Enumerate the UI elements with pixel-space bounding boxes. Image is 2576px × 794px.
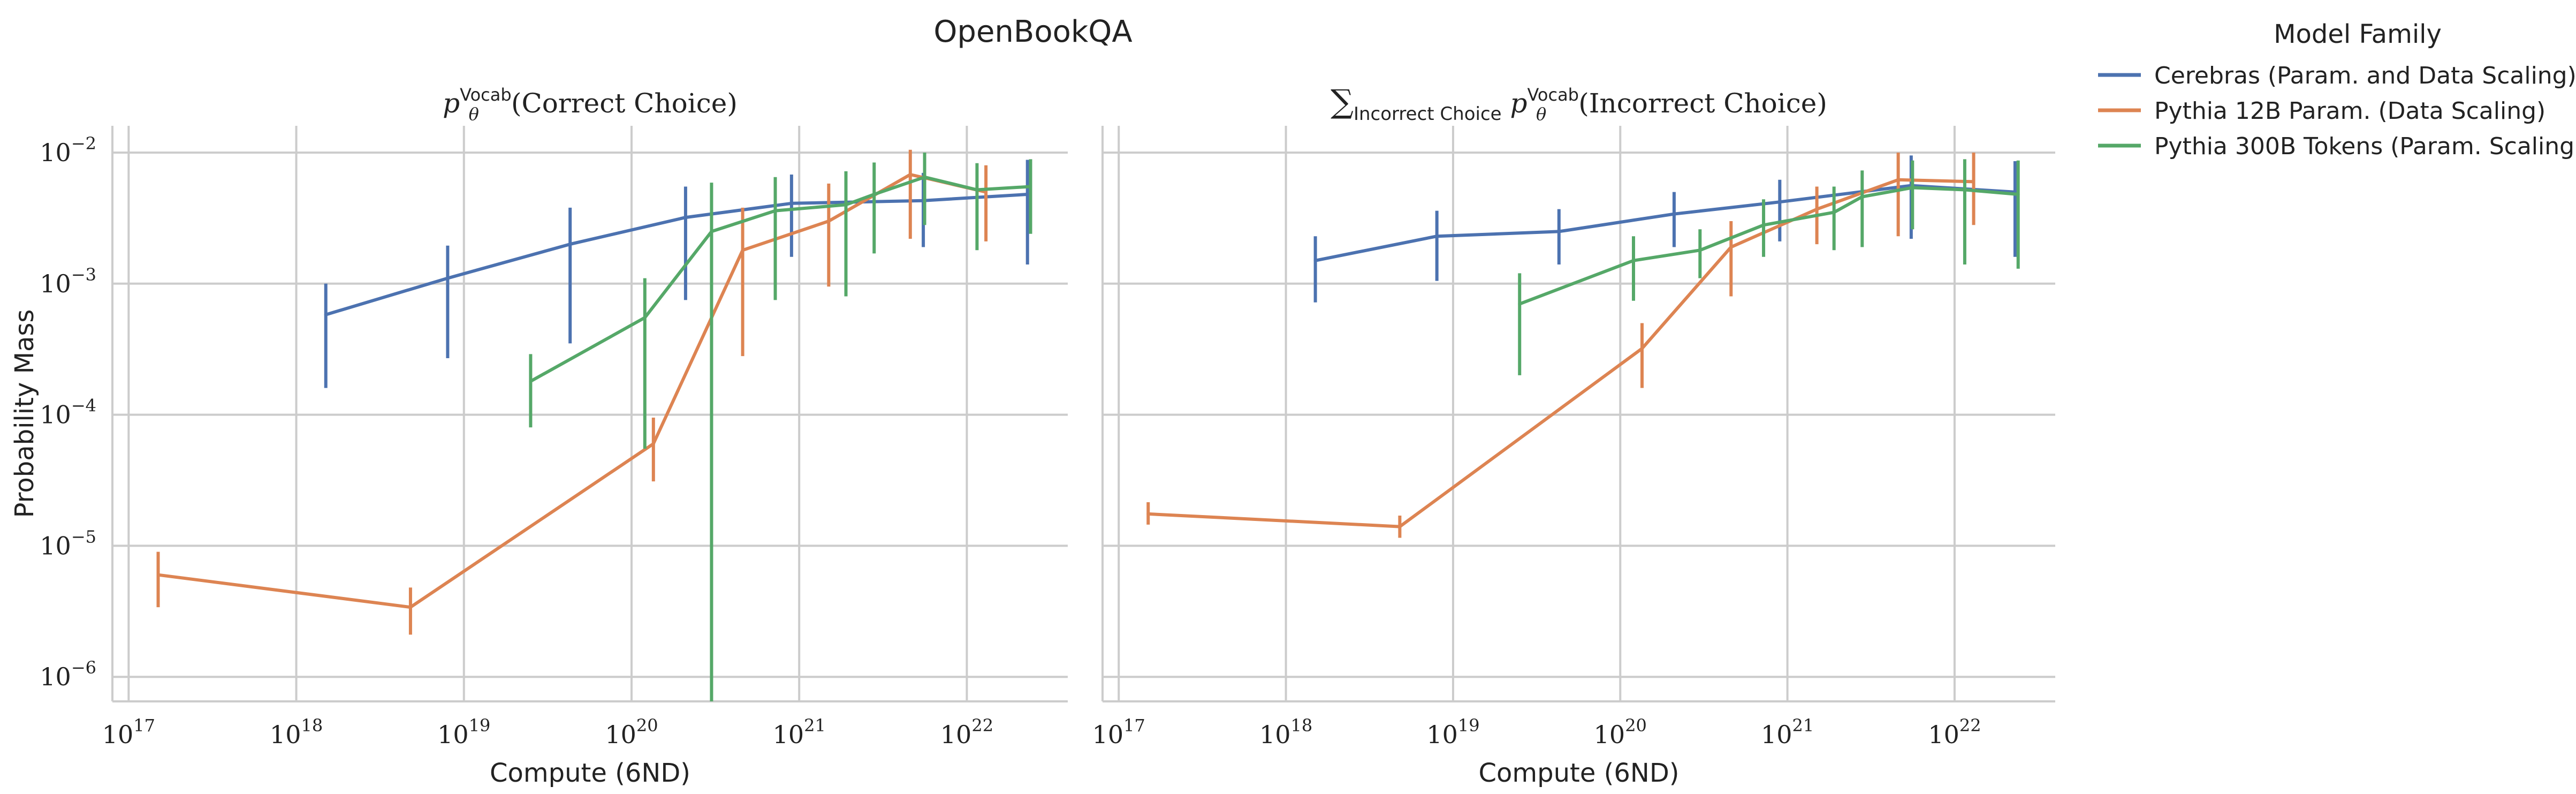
data-point — [844, 203, 848, 207]
data-point — [2016, 193, 2020, 196]
figure-title: OpenBookQA — [933, 14, 1132, 49]
x-axis-label: Compute (6ND) — [1479, 758, 1680, 788]
data-point — [1832, 210, 1836, 214]
y-tick-label: 10−2 — [40, 133, 96, 167]
data-point — [1518, 302, 1522, 306]
data-point — [1435, 235, 1439, 238]
chart-panel-1: 1017 1018 1019 1020 1021 1022 10−6 10−5 10−4 10−3… — [10, 85, 1068, 788]
series-line — [529, 175, 1031, 383]
x-tick-label: 1021 — [1761, 715, 1814, 749]
data-point — [1729, 245, 1733, 249]
data-point — [1963, 188, 1966, 192]
data-point — [1896, 178, 1900, 182]
x-tick-label: 1021 — [773, 715, 826, 749]
legend-label: Pythia 300B Tokens (Param. Scaling) — [2154, 133, 2576, 160]
data-point — [446, 276, 450, 280]
data-point — [789, 201, 793, 205]
y-axis-label: Probability Mass — [10, 309, 40, 518]
data-point — [1640, 346, 1644, 350]
data-point — [1557, 230, 1561, 233]
legend-entry: Pythia 12B Param. (Data Scaling) — [2098, 97, 2545, 125]
data-point — [827, 219, 831, 223]
data-point — [1398, 525, 1402, 528]
x-tick-label: 1018 — [1259, 715, 1312, 749]
y-tick-label: 10−6 — [40, 657, 96, 691]
x-tick-label: 1019 — [1426, 715, 1479, 749]
x-tick-label: 1020 — [1594, 715, 1647, 749]
data-point — [872, 193, 876, 196]
data-point — [1146, 512, 1150, 516]
x-tick-label: 1017 — [102, 715, 155, 749]
series-line — [1519, 186, 2018, 306]
series-3 — [529, 152, 1032, 701]
data-point — [1025, 193, 1029, 196]
legend: Model Family Cerebras (Param. and Data Sc… — [2098, 19, 2576, 160]
data-point — [324, 313, 328, 316]
data-point — [1029, 185, 1032, 188]
panel-title: ∑Incorrect Choice pVocab θ (Incorrect Choi… — [1331, 83, 1827, 125]
data-point — [984, 190, 988, 194]
chart-panel-2: 1017 1018 1019 1020 1021 1022 Compute (6ND) ∑In… — [1092, 83, 2055, 788]
x-tick-label: 1020 — [605, 715, 658, 749]
x-tick-label: 1018 — [270, 715, 323, 749]
data-point — [529, 380, 533, 383]
data-point — [1778, 200, 1782, 204]
data-point — [568, 243, 572, 246]
x-axis-label: Compute (6ND) — [490, 758, 690, 788]
x-tick-label: 1019 — [437, 715, 490, 749]
data-point — [1815, 207, 1819, 211]
y-tick-label: 10−4 — [40, 396, 96, 429]
series-2 — [156, 149, 988, 635]
legend-entry: Cerebras (Param. and Data Scaling) — [2098, 62, 2576, 89]
data-point — [1911, 186, 1914, 190]
data-point — [1698, 248, 1702, 252]
data-point — [923, 175, 926, 179]
panel-title: pVocab θ (Correct Choice) — [443, 85, 738, 124]
x-tick-label: 1017 — [1092, 715, 1145, 749]
data-point — [773, 209, 777, 213]
y-tick-label: 10−5 — [40, 526, 96, 560]
data-point — [908, 172, 912, 176]
y-tick-label: 10−3 — [40, 264, 96, 298]
data-point — [683, 216, 687, 220]
data-point — [1313, 259, 1317, 262]
legend-label: Pythia 12B Param. (Data Scaling) — [2154, 97, 2545, 125]
series-line — [158, 173, 986, 609]
data-point — [975, 188, 979, 192]
data-point — [643, 316, 647, 320]
legend-title: Model Family — [2274, 19, 2442, 49]
data-point — [1762, 223, 1766, 227]
data-point — [156, 573, 160, 577]
data-point — [408, 606, 412, 609]
x-tick-label: 1022 — [1928, 715, 1981, 749]
data-point — [1860, 195, 1864, 199]
series-3 — [1518, 159, 2020, 375]
series-2 — [1146, 152, 1975, 538]
data-point — [1972, 180, 1975, 184]
data-point — [1672, 212, 1676, 216]
legend-label: Cerebras (Param. and Data Scaling) — [2154, 62, 2576, 89]
data-point — [651, 442, 655, 445]
data-point — [741, 248, 744, 252]
legend-entry: Pythia 300B Tokens (Param. Scaling) — [2098, 133, 2576, 160]
x-tick-label: 1022 — [940, 715, 993, 749]
data-point — [710, 230, 713, 233]
data-point — [1632, 259, 1636, 262]
